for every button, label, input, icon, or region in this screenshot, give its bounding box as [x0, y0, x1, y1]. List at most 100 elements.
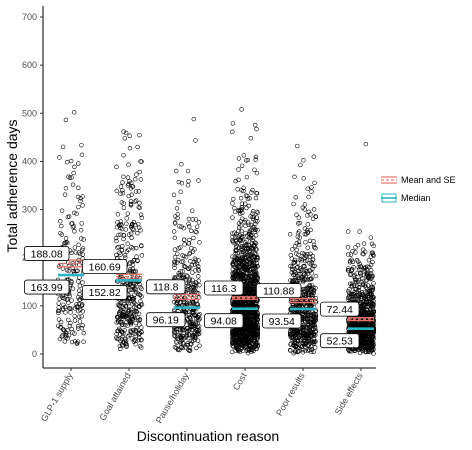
data-point [74, 341, 80, 346]
data-point [60, 327, 66, 332]
data-point [189, 321, 194, 327]
data-point [123, 341, 129, 346]
data-point [120, 304, 126, 309]
data-point [116, 318, 121, 323]
data-point [230, 129, 235, 134]
y-tick-label: 100 [22, 301, 37, 311]
data-point [62, 339, 68, 344]
data-point [121, 153, 126, 158]
data-point [139, 337, 144, 343]
data-point [230, 271, 236, 277]
data-point [56, 310, 61, 316]
data-point [194, 230, 199, 235]
data-point [57, 155, 62, 160]
data-point [136, 204, 142, 210]
data-point [56, 323, 61, 328]
data-point [230, 349, 235, 355]
median-value-label: 94.08 [204, 313, 244, 329]
y-tick-label: 600 [22, 60, 37, 70]
data-point [292, 174, 297, 180]
data-point [76, 185, 81, 190]
data-point [230, 231, 235, 236]
data-point [127, 332, 132, 337]
mean-value-label: 118.8 [146, 279, 186, 295]
data-point [80, 323, 85, 328]
data-point [242, 240, 248, 245]
data-point [182, 242, 187, 247]
data-point [236, 156, 242, 161]
data-point [126, 162, 131, 167]
data-point [243, 261, 248, 267]
data-point [295, 143, 300, 149]
data-point [130, 246, 136, 251]
data-point [191, 235, 196, 241]
data-point [120, 322, 125, 327]
data-point [353, 245, 358, 250]
data-point [197, 311, 202, 317]
data-point [132, 273, 138, 278]
data-point [188, 258, 193, 264]
data-point [72, 245, 78, 250]
data-point [127, 261, 132, 266]
data-point [60, 307, 66, 312]
value-label-text: 116.3 [211, 283, 237, 295]
data-point [70, 286, 76, 291]
data-point [62, 192, 68, 197]
data-point [305, 222, 311, 227]
data-point [74, 211, 79, 216]
data-point [56, 308, 62, 313]
data-point [254, 170, 260, 176]
data-point [348, 252, 354, 257]
data-point [175, 336, 180, 342]
data-point [133, 338, 138, 343]
data-point [371, 281, 376, 286]
data-point [119, 248, 125, 253]
data-point [80, 309, 85, 314]
median-value-label: 152.82 [82, 285, 128, 300]
value-label-text: 188.08 [31, 248, 63, 260]
data-point [120, 180, 125, 185]
data-point [368, 235, 374, 240]
data-point [294, 247, 299, 253]
data-point [125, 317, 130, 322]
data-point [196, 258, 201, 263]
data-point [236, 167, 241, 172]
data-point [177, 327, 183, 332]
data-point [138, 159, 143, 164]
data-point [117, 310, 122, 315]
data-point [134, 245, 139, 251]
data-point [58, 219, 63, 224]
data-point [310, 216, 316, 222]
data-point [126, 193, 131, 199]
data-point [120, 243, 125, 249]
data-point [137, 132, 142, 138]
data-point [175, 212, 180, 217]
data-point [244, 205, 249, 211]
data-point [72, 229, 77, 234]
data-point [71, 170, 76, 176]
median-value-label: 52.53 [320, 333, 360, 349]
data-point [190, 311, 196, 316]
data-point [118, 222, 123, 227]
data-point [251, 254, 257, 259]
data-point [116, 326, 122, 332]
y-tick-label: 700 [22, 12, 37, 22]
data-point [192, 282, 197, 287]
data-point [72, 338, 78, 344]
data-point [355, 242, 361, 248]
data-point [115, 245, 120, 250]
data-point [75, 268, 80, 273]
data-point [81, 237, 86, 242]
data-point [194, 261, 200, 267]
data-point [118, 252, 123, 257]
data-point [238, 195, 244, 201]
data-point [248, 136, 254, 141]
data-point [129, 231, 134, 236]
data-point [113, 235, 119, 241]
data-point [239, 188, 244, 193]
data-point [361, 241, 367, 246]
data-point [189, 332, 195, 338]
data-point [197, 316, 202, 322]
data-point [305, 245, 310, 250]
data-point [290, 247, 295, 252]
